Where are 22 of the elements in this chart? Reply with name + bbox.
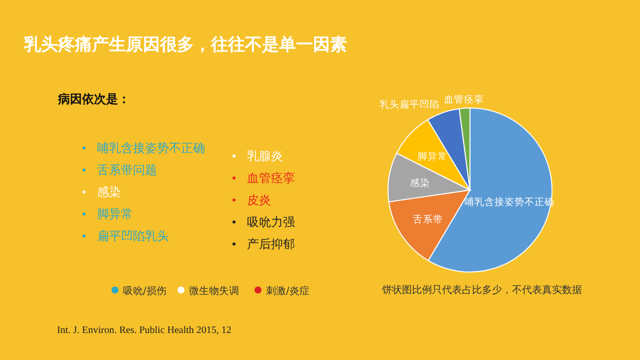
category-label: 扁平凹陷乳头 [97, 229, 169, 243]
category-label: 乳腺炎 [247, 149, 283, 163]
category-label: 感染 [97, 185, 121, 199]
category-label: 吸吮力强 [247, 215, 295, 229]
category-label: 皮炎 [247, 193, 271, 207]
slice-label: 舌系带 [412, 213, 443, 226]
text: 乳头疼痛产生原因很多，往往不是单一因素 [23, 35, 347, 55]
legend-label: 吸吮/损伤 [123, 285, 166, 297]
text: Int. J. Environ. Res. Public Health 2015, 12 [57, 325, 232, 336]
category-label: 脚异常 [97, 207, 133, 221]
slice-label: 感染 [410, 176, 430, 189]
category-label: 血管痉挛 [247, 171, 295, 185]
category-label: 哺乳含接姿势不正确 [97, 141, 205, 155]
legend-label: 刺激/炎症 [266, 285, 310, 297]
slice-label: 血管痉挛 [444, 93, 484, 106]
category-label: 舌系带问题 [97, 163, 157, 177]
category-label: 产后抑郁 [247, 237, 295, 251]
slice-label: 脚异常 [418, 150, 448, 162]
text: 病因依次是： [57, 92, 130, 106]
text: 饼状图比例只代表占比多少，不代表真实数据 [381, 284, 582, 296]
legend-label: 微生物失调 [189, 285, 239, 297]
slice-label: 乳头扁平凹陷 [380, 98, 440, 110]
